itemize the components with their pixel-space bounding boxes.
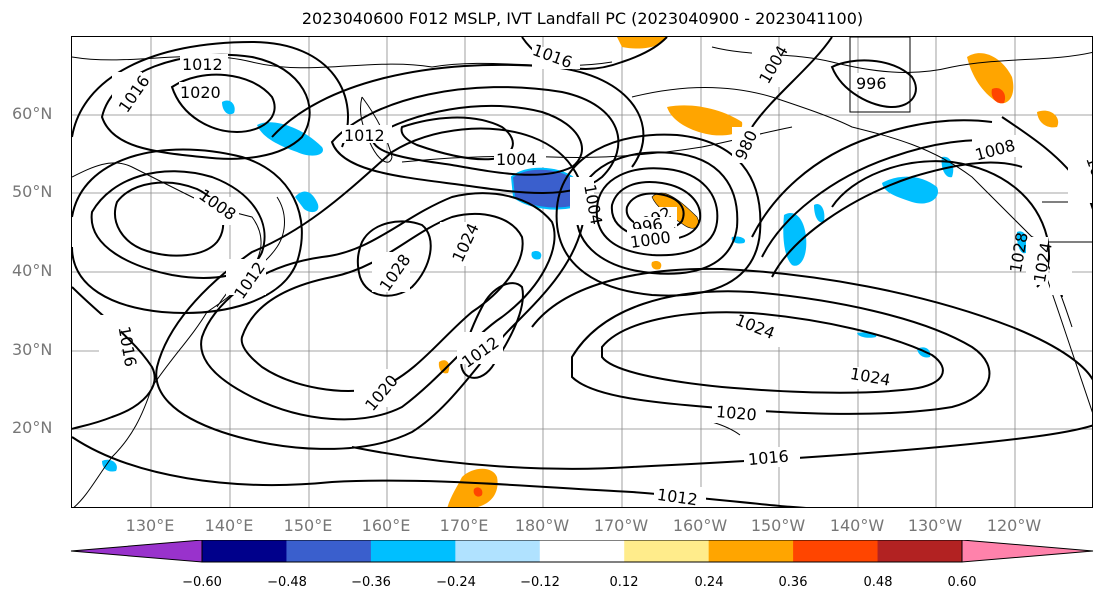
colorbar-segment [370, 540, 456, 562]
contour-low-1000 [595, 167, 719, 257]
contour-1004-alaska [751, 37, 833, 128]
lat-label-40n: 40°N [12, 261, 53, 280]
ivt-positive-blob [1037, 110, 1059, 128]
ivt-positive-blob [447, 468, 498, 507]
colorbar [70, 540, 1094, 563]
colorbar-tick: 0.60 [947, 575, 977, 590]
contour-1012-outer [72, 436, 807, 507]
ivt-negative-blob [222, 100, 235, 115]
contour-1012-east-trough [761, 139, 1003, 258]
colorbar-tick: 0.12 [609, 575, 639, 590]
colorbar-tick: −0.24 [436, 575, 476, 590]
coastline-hawaii [711, 421, 741, 436]
contour-labels: 1012 1016 1020 1016 1008 1012 1012 1004 … [99, 40, 1092, 508]
colorbar-segment [455, 540, 541, 562]
ivt-negative-blob [257, 122, 323, 156]
contour-1020-nw [170, 73, 276, 134]
colorbar-extend-high [961, 540, 1094, 563]
contour-label: 1016 [115, 325, 141, 368]
ivt-positive-blob [651, 260, 662, 270]
contour-1008-east-trough [751, 119, 993, 238]
lon-label-160w: 160°W [672, 516, 728, 535]
lat-label-50n: 50°N [12, 182, 53, 201]
contour-1024-west [240, 213, 524, 392]
ivt-negative-blob [295, 191, 319, 213]
contour-1012-north [330, 86, 620, 194]
lon-label-160e: 160°E [361, 516, 411, 535]
contour-996-alaska [830, 59, 917, 109]
contour-1024-ne [831, 160, 1050, 288]
colorbar-segment [539, 540, 625, 562]
contour-1028-west [356, 220, 432, 297]
ivt-positive-blob [667, 105, 743, 136]
lon-label-130e: 130°E [125, 516, 175, 535]
contour-label: 996 [856, 74, 887, 93]
lon-label-170w: 170°W [593, 516, 649, 535]
colorbar-tick: 0.48 [863, 575, 893, 590]
contour-1020-east [571, 290, 991, 415]
contour-label: 1012 [656, 485, 699, 508]
lat-label-60n: 60°N [12, 104, 53, 123]
contour-1008-inner [114, 181, 225, 257]
map-canvas[interactable]: 1012 1016 1020 1016 1008 1012 1012 1004 … [72, 37, 1093, 508]
contour-1016-east-trough [771, 161, 1023, 278]
colorbar-segment [708, 540, 794, 562]
lon-label-180w: 180°W [514, 516, 570, 535]
lon-label-120w: 120°W [986, 516, 1042, 535]
ivt-positive-blob [473, 487, 483, 497]
contour-label: 1012 [344, 126, 385, 145]
lon-label-150w: 150°W [750, 516, 806, 535]
ivt-positive-blob [438, 360, 450, 374]
contour-label: 1016 [747, 447, 789, 469]
map-title: 2023040600 F012 MSLP, IVT Landfall PC (2… [301, 9, 864, 28]
lon-label-150e: 150°E [283, 516, 333, 535]
ivt-positive-blob [991, 87, 1006, 104]
map-panel[interactable]: 1012 1016 1020 1016 1008 1012 1012 1004 … [71, 36, 1093, 508]
coastline-kamchatka [359, 96, 393, 163]
colorbar-segment [877, 540, 963, 562]
lon-label-170e: 170°E [439, 516, 489, 535]
colorbar-segment [286, 540, 372, 562]
contour-1012-nw [72, 40, 349, 148]
ivt-positive-blob [617, 37, 667, 49]
lon-label-140e: 140°E [204, 516, 254, 535]
colorbar-tick: −0.12 [520, 575, 560, 590]
contour-1016-south [351, 424, 1092, 470]
lat-label-30n: 30°N [12, 340, 53, 359]
lat-label-20n: 20°N [12, 418, 53, 437]
contour-label: 1012 [182, 55, 223, 74]
contour-label: 1020 [180, 83, 221, 102]
lon-label-130w: 130°W [907, 516, 963, 535]
contour-1016-west [155, 127, 586, 450]
contour-1008-north [370, 105, 583, 176]
contour-1020-east-outer [531, 267, 1092, 381]
colorbar-tick: −0.48 [267, 575, 307, 590]
contour-1016-north [271, 63, 645, 168]
colorbar-segment [624, 540, 710, 562]
colorbar-segment [793, 540, 879, 562]
ivt-shading [102, 37, 1059, 507]
colorbar-tick: 0.24 [694, 575, 724, 590]
ivt-negative-blob [531, 250, 542, 260]
colorbar-tick: −0.60 [182, 575, 222, 590]
contour-1004-north [400, 116, 514, 161]
colorbar-extend-low [70, 540, 203, 563]
contour-1016-nw [100, 53, 311, 160]
colorbar-segment [202, 540, 287, 562]
contour-low-1004 [575, 151, 739, 275]
lon-label-140w: 140°W [829, 516, 885, 535]
contour-1008-siberia [90, 170, 266, 279]
contour-1024-east [601, 311, 944, 394]
colorbar-tick: −0.36 [351, 575, 391, 590]
ivt-negative-blob [1016, 231, 1028, 254]
border-line [1042, 201, 1092, 243]
ivt-negative-blob [102, 459, 117, 472]
contour-label: 1004 [496, 150, 537, 169]
ivt-negative-blob [882, 176, 938, 204]
contour-1012-siberia [72, 148, 303, 314]
contour-label: 1020 [715, 402, 757, 424]
colorbar-tick: 0.36 [778, 575, 808, 590]
ivt-negative-blob [814, 203, 825, 223]
contour-1020-west-high [200, 192, 556, 421]
